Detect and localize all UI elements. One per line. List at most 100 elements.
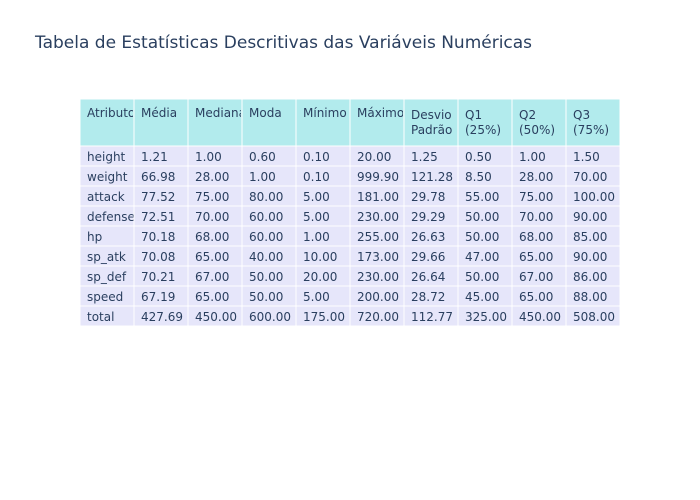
header-label: Q2 (50%) — [519, 108, 555, 137]
table-row: height 1.21 1.00 0.60 0.10 20.00 1.25 0.50 1.00 1… — [79, 145, 621, 167]
header-cell: Máximo — [349, 98, 405, 147]
table-cell: 1.25 — [411, 150, 438, 164]
table-cell: 0.50 — [465, 150, 492, 164]
table-cell: 5.00 — [303, 290, 330, 304]
table-cell: 427.69 — [141, 310, 183, 324]
table-cell: 1.00 — [303, 230, 330, 244]
table-row: weight 66.98 28.00 1.00 0.10 999.90 121.28 8.50… — [79, 165, 621, 187]
table-cell: 1.00 — [519, 150, 546, 164]
table-cell: 999.90 — [357, 170, 399, 184]
table-cell: 68.00 — [195, 230, 229, 244]
table-cell: 45.00 — [465, 290, 499, 304]
table-cell: 28.72 — [411, 290, 445, 304]
header-label: Moda — [249, 106, 282, 120]
table-cell: 72.51 — [141, 210, 175, 224]
table-cell: 90.00 — [573, 210, 607, 224]
header-label: Mediana — [195, 106, 246, 120]
row-label: attack — [87, 190, 125, 204]
header-label: Q1 (25%) — [465, 108, 501, 137]
table-row: attack 77.52 75.00 80.00 5.00 181.00 29.78 55.0… — [79, 185, 621, 207]
table-cell: 65.00 — [195, 290, 229, 304]
table-row: defense 72.51 70.00 60.00 5.00 230.00 29.29 50.… — [79, 205, 621, 227]
header-label: Média — [141, 106, 177, 120]
header-cell: Q1 (25%) — [457, 98, 513, 147]
table-cell: 86.00 — [573, 270, 607, 284]
table-cell: 450.00 — [519, 310, 561, 324]
table-cell: 75.00 — [195, 190, 229, 204]
table-cell: 50.00 — [465, 270, 499, 284]
table-cell: 230.00 — [357, 210, 399, 224]
table-cell: 112.77 — [411, 310, 453, 324]
table-cell: 450.00 — [195, 310, 237, 324]
table-cell: 181.00 — [357, 190, 399, 204]
row-label: hp — [87, 230, 102, 244]
table-cell: 88.00 — [573, 290, 607, 304]
table-cell: 230.00 — [357, 270, 399, 284]
table-cell: 100.00 — [573, 190, 615, 204]
table-cell: 77.52 — [141, 190, 175, 204]
table-cell: 70.00 — [573, 170, 607, 184]
table-cell: 29.78 — [411, 190, 445, 204]
table-cell: 26.63 — [411, 230, 445, 244]
row-label: speed — [87, 290, 123, 304]
header-cell: Atributo — [79, 98, 135, 147]
table-cell: 50.00 — [465, 210, 499, 224]
table-cell: 75.00 — [519, 190, 553, 204]
row-label: defense — [87, 210, 135, 224]
header-cell: Média — [133, 98, 189, 147]
table-cell: 80.00 — [249, 190, 283, 204]
row-label: total — [87, 310, 114, 324]
header-label: Desvio Padrão — [411, 108, 452, 137]
table-cell: 65.00 — [519, 250, 553, 264]
table-cell: 0.60 — [249, 150, 276, 164]
table-cell: 1.21 — [141, 150, 168, 164]
table-cell: 26.64 — [411, 270, 445, 284]
header-cell: Moda — [241, 98, 297, 147]
table-cell: 67.19 — [141, 290, 175, 304]
table-cell: 70.00 — [519, 210, 553, 224]
table-cell: 508.00 — [573, 310, 615, 324]
header-cell: Q2 (50%) — [511, 98, 567, 147]
table-row: total 427.69 450.00 600.00 175.00 720.00 112.7… — [79, 305, 621, 327]
table-cell: 175.00 — [303, 310, 345, 324]
table-cell: 55.00 — [465, 190, 499, 204]
table-cell: 40.00 — [249, 250, 283, 264]
header-cell: Mínimo — [295, 98, 351, 147]
table-cell: 65.00 — [519, 290, 553, 304]
table-cell: 121.28 — [411, 170, 453, 184]
table-cell: 29.66 — [411, 250, 445, 264]
table-cell: 70.08 — [141, 250, 175, 264]
table-cell: 0.10 — [303, 150, 330, 164]
table-cell: 70.18 — [141, 230, 175, 244]
table-cell: 85.00 — [573, 230, 607, 244]
table-cell: 90.00 — [573, 250, 607, 264]
table-row: hp 70.18 68.00 60.00 1.00 255.00 26.63 50.00 68.… — [79, 225, 621, 247]
table-row: sp_atk 70.08 65.00 40.00 10.00 173.00 29.66 47.… — [79, 245, 621, 267]
table-cell: 29.29 — [411, 210, 445, 224]
header-label: Máximo — [357, 106, 404, 120]
table-cell: 5.00 — [303, 190, 330, 204]
table-cell: 255.00 — [357, 230, 399, 244]
table-cell: 325.00 — [465, 310, 507, 324]
header-label: Atributo — [87, 106, 135, 120]
table-cell: 68.00 — [519, 230, 553, 244]
chart-title: Tabela de Estatísticas Descritivas das V… — [35, 33, 533, 53]
table-cell: 20.00 — [303, 270, 337, 284]
table-cell: 5.00 — [303, 210, 330, 224]
table-cell: 65.00 — [195, 250, 229, 264]
table-cell: 50.00 — [249, 290, 283, 304]
row-label: sp_def — [87, 270, 127, 284]
table-cell: 720.00 — [357, 310, 399, 324]
header-cell: Q3 (75%) — [565, 98, 621, 147]
row-label: sp_atk — [87, 250, 126, 264]
table-cell: 10.00 — [303, 250, 337, 264]
table-row: speed 67.19 65.00 50.00 5.00 200.00 28.72 45.00… — [79, 285, 621, 307]
table-cell: 1.00 — [195, 150, 222, 164]
header-label: Q3 (75%) — [573, 108, 609, 137]
table-cell: 70.21 — [141, 270, 175, 284]
table-cell: 600.00 — [249, 310, 291, 324]
table-cell: 28.00 — [195, 170, 229, 184]
table-cell: 67.00 — [519, 270, 553, 284]
table-cell: 28.00 — [519, 170, 553, 184]
